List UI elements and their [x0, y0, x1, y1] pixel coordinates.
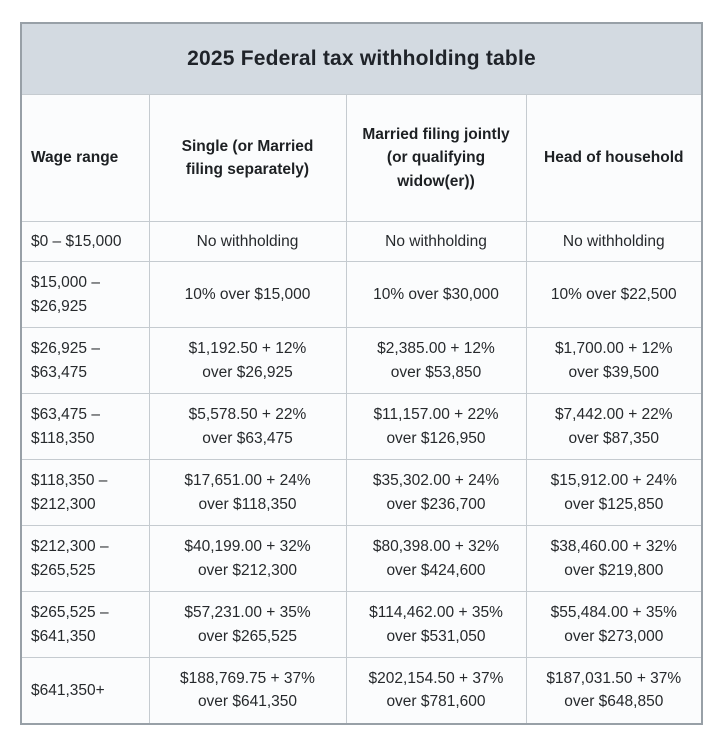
table-row: $641,350+ $188,769.75 + 37% over $641,35… — [20, 657, 703, 724]
cell-single: 10% over $15,000 — [148, 261, 347, 328]
cell-wage-range: $26,925 – $63,475 — [20, 327, 150, 394]
header-married-jointly: Married filing jointly (or qualifying wi… — [345, 94, 527, 222]
table-row: $26,925 – $63,475 $1,192.50 + 12% over $… — [20, 327, 703, 394]
title-row: 2025 Federal tax withholding table — [20, 22, 703, 95]
cell-single: $40,199.00 + 32% over $212,300 — [148, 525, 347, 592]
table-row: $63,475 – $118,350 $5,578.50 + 22% over … — [20, 393, 703, 460]
cell-married-jointly: $80,398.00 + 32% over $424,600 — [345, 525, 527, 592]
cell-single: $17,651.00 + 24% over $118,350 — [148, 459, 347, 526]
header-head-of-household: Head of household — [525, 94, 703, 222]
cell-head-of-household: $7,442.00 + 22% over $87,350 — [525, 393, 703, 460]
cell-wage-range: $15,000 – $26,925 — [20, 261, 150, 328]
cell-head-of-household: $55,484.00 + 35% over $273,000 — [525, 591, 703, 658]
cell-wage-range: $641,350+ — [20, 657, 150, 724]
cell-head-of-household: $15,912.00 + 24% over $125,850 — [525, 459, 703, 526]
cell-married-jointly: $202,154.50 + 37% over $781,600 — [345, 657, 527, 724]
table-row: $118,350 – $212,300 $17,651.00 + 24% ove… — [20, 459, 703, 526]
cell-wage-range: $63,475 – $118,350 — [20, 393, 150, 460]
cell-head-of-household: No withholding — [525, 221, 703, 262]
cell-single: $188,769.75 + 37% over $641,350 — [148, 657, 347, 724]
cell-wage-range: $0 – $15,000 — [20, 221, 150, 262]
cell-head-of-household: 10% over $22,500 — [525, 261, 703, 328]
cell-single: $5,578.50 + 22% over $63,475 — [148, 393, 347, 460]
federal-tax-withholding-table: 2025 Federal tax withholding table Wage … — [20, 22, 704, 725]
table-row: $265,525 – $641,350 $57,231.00 + 35% ove… — [20, 591, 703, 658]
header-single: Single (or Married filing separately) — [148, 94, 347, 222]
cell-single: $1,192.50 + 12% over $26,925 — [148, 327, 347, 394]
cell-married-jointly: $35,302.00 + 24% over $236,700 — [345, 459, 527, 526]
cell-head-of-household: $1,700.00 + 12% over $39,500 — [525, 327, 703, 394]
cell-married-jointly: $11,157.00 + 22% over $126,950 — [345, 393, 527, 460]
column-header-row: Wage range Single (or Married filing sep… — [20, 94, 703, 222]
table-title: 2025 Federal tax withholding table — [20, 22, 703, 95]
cell-head-of-household: $187,031.50 + 37% over $648,850 — [525, 657, 703, 724]
cell-wage-range: $118,350 – $212,300 — [20, 459, 150, 526]
header-wage-range: Wage range — [20, 94, 150, 222]
cell-married-jointly: 10% over $30,000 — [345, 261, 527, 328]
cell-single: No withholding — [148, 221, 347, 262]
cell-married-jointly: No withholding — [345, 221, 527, 262]
cell-married-jointly: $114,462.00 + 35% over $531,050 — [345, 591, 527, 658]
cell-single: $57,231.00 + 35% over $265,525 — [148, 591, 347, 658]
cell-wage-range: $212,300 – $265,525 — [20, 525, 150, 592]
tax-table-container: 2025 Federal tax withholding table Wage … — [20, 22, 704, 725]
table-row: $15,000 – $26,925 10% over $15,000 10% o… — [20, 261, 703, 328]
cell-married-jointly: $2,385.00 + 12% over $53,850 — [345, 327, 527, 394]
table-row: $0 – $15,000 No withholding No withholdi… — [20, 221, 703, 262]
cell-wage-range: $265,525 – $641,350 — [20, 591, 150, 658]
cell-head-of-household: $38,460.00 + 32% over $219,800 — [525, 525, 703, 592]
table-row: $212,300 – $265,525 $40,199.00 + 32% ove… — [20, 525, 703, 592]
